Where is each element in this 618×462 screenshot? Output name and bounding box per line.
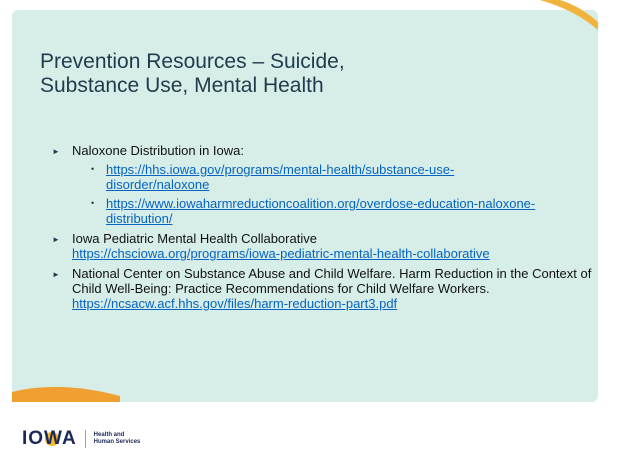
swoosh-top [540,0,598,30]
link[interactable]: https://chsciowa.org/programs/iowa-pedia… [72,246,490,261]
org-line: Health and [93,432,125,438]
bullet-text: Iowa Pediatric Mental Health Collaborati… [72,231,317,246]
sub-bullet: https://www.iowaharmreductioncoalition.o… [72,196,546,226]
bullet: National Center on Substance Abuse and C… [52,266,592,311]
bullet: Naloxone Distribution in Iowa: https://h… [52,143,592,226]
logo: IOWA [22,428,77,449]
link[interactable]: https://www.iowaharmreductioncoalition.o… [106,196,536,226]
link[interactable]: https://ncsacw.acf.hhs.gov/files/harm-re… [72,296,398,311]
link[interactable]: https://hhs.iowa.gov/programs/mental-hea… [106,162,455,192]
bullet-list: Naloxone Distribution in Iowa: https://h… [52,143,592,316]
separator [84,430,86,448]
title-line: Substance Use, Mental Health [40,74,324,97]
org-name: Health and Human Services [94,432,141,446]
bullet-text: National Center on Substance Abuse and C… [72,266,592,296]
logo-sun [45,432,59,446]
org-line: Human Services [93,439,141,445]
bullet: Iowa Pediatric Mental Health Collaborati… [52,231,592,261]
slide-title: Prevention Resources – Suicide, Substanc… [40,50,580,98]
title-line: Prevention Resources – Suicide, [40,50,345,73]
swoosh-bottom [12,386,120,402]
sub-bullet: https://hhs.iowa.gov/programs/mental-hea… [72,162,546,192]
bullet-text: Naloxone Distribution in Iowa: [72,143,244,158]
footer: IOWA Health and Human Services [22,428,140,450]
